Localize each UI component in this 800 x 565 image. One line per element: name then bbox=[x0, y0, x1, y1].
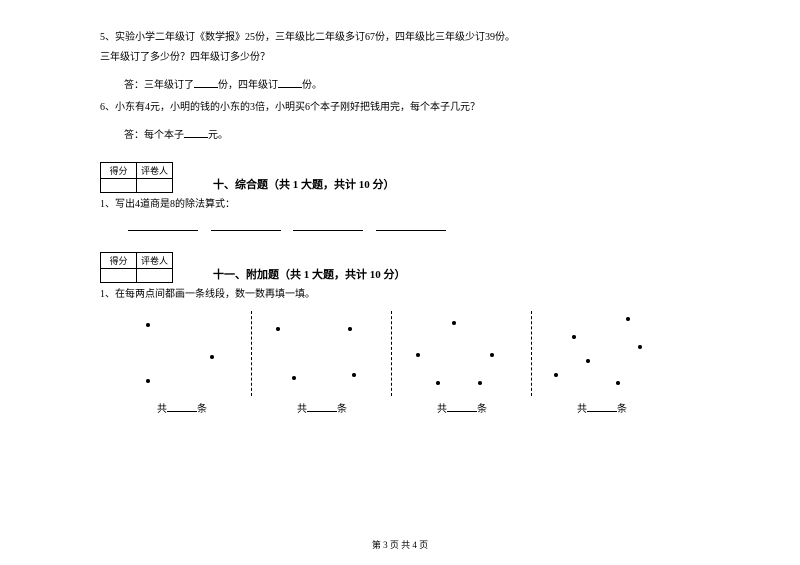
score11-col2: 评卷人 bbox=[137, 253, 173, 269]
dot-icon bbox=[210, 355, 214, 359]
count-prefix: 共 bbox=[297, 404, 307, 415]
dot-icon bbox=[436, 381, 440, 385]
dot-icon bbox=[490, 353, 494, 357]
section10-title: 十、综合题（共 1 大题，共计 10 分） bbox=[213, 177, 395, 194]
score-blank2[interactable] bbox=[137, 179, 173, 193]
count-suffix: 条 bbox=[477, 404, 487, 415]
q6-answer-prefix: 答：每个本子 bbox=[124, 130, 184, 141]
count-cell-1: 共条 bbox=[252, 400, 392, 415]
q5-answer-mid: 份，四年级订 bbox=[218, 80, 278, 91]
count-suffix: 条 bbox=[197, 404, 207, 415]
score11-blank2[interactable] bbox=[137, 269, 173, 283]
dot-icon bbox=[478, 381, 482, 385]
count-blank-0[interactable] bbox=[167, 400, 197, 412]
dot-icon bbox=[416, 353, 420, 357]
dot-icon bbox=[292, 376, 296, 380]
q5-answer-suffix: 份。 bbox=[302, 80, 322, 91]
dots-panel-1[interactable] bbox=[252, 311, 392, 396]
dot-icon bbox=[586, 359, 590, 363]
dot-icon bbox=[146, 379, 150, 383]
count-suffix: 条 bbox=[337, 404, 347, 415]
dot-icon bbox=[452, 321, 456, 325]
count-prefix: 共 bbox=[157, 404, 167, 415]
count-blank-1[interactable] bbox=[307, 400, 337, 412]
score11-blank1[interactable] bbox=[101, 269, 137, 283]
section11-q1: 1、在每两点间都画一条线段，数一数再填一填。 bbox=[100, 287, 700, 303]
section11-header: 得分 评卷人 十一、附加题（共 1 大题，共计 10 分） bbox=[100, 252, 700, 283]
section10-header: 得分 评卷人 十、综合题（共 1 大题，共计 10 分） bbox=[100, 162, 700, 193]
q6-answer-suffix: 元。 bbox=[208, 130, 228, 141]
count-row: 共条共条共条共条 bbox=[112, 400, 700, 415]
score-col1: 得分 bbox=[101, 163, 137, 179]
s10-blank1[interactable] bbox=[128, 219, 198, 231]
page-footer: 第 3 页 共 4 页 bbox=[0, 538, 800, 551]
q5-blank2[interactable] bbox=[278, 76, 302, 88]
score-blank1[interactable] bbox=[101, 179, 137, 193]
count-cell-0: 共条 bbox=[112, 400, 252, 415]
dot-icon bbox=[554, 373, 558, 377]
count-prefix: 共 bbox=[577, 404, 587, 415]
q6-answer: 答：每个本子 元。 bbox=[124, 126, 700, 144]
dot-icon bbox=[572, 335, 576, 339]
q5-answer-prefix: 答：三年级订了 bbox=[124, 80, 194, 91]
dot-icon bbox=[616, 381, 620, 385]
count-cell-3: 共条 bbox=[532, 400, 672, 415]
q5-line2: 三年级订了多少份？四年级订多少份？ bbox=[100, 50, 700, 66]
section11-title: 十一、附加题（共 1 大题，共计 10 分） bbox=[213, 267, 406, 284]
q5-blank1[interactable] bbox=[194, 76, 218, 88]
score-table-10: 得分 评卷人 bbox=[100, 162, 173, 193]
q6-blank[interactable] bbox=[184, 126, 208, 138]
dots-container bbox=[112, 311, 700, 396]
dot-icon bbox=[348, 327, 352, 331]
score11-col1: 得分 bbox=[101, 253, 137, 269]
dots-panel-2[interactable] bbox=[392, 311, 532, 396]
score-col2: 评卷人 bbox=[137, 163, 173, 179]
q5-line1: 5、实验小学二年级订《数学报》25份，三年级比二年级多订67份，四年级比三年级少… bbox=[100, 30, 700, 46]
count-cell-2: 共条 bbox=[392, 400, 532, 415]
dot-icon bbox=[626, 317, 630, 321]
s10-blank2[interactable] bbox=[211, 219, 281, 231]
dots-panel-3[interactable] bbox=[532, 311, 672, 396]
s10-blank4[interactable] bbox=[376, 219, 446, 231]
dot-icon bbox=[352, 373, 356, 377]
dot-icon bbox=[146, 323, 150, 327]
section10-q1: 1、写出4道商是8的除法算式： bbox=[100, 197, 700, 213]
section10-blanks bbox=[128, 219, 700, 234]
dot-icon bbox=[276, 327, 280, 331]
count-prefix: 共 bbox=[437, 404, 447, 415]
q5-answer: 答：三年级订了 份，四年级订 份。 bbox=[124, 76, 700, 94]
q6-line1: 6、小东有4元，小明的钱的小东的3倍，小明买6个本子刚好把钱用完，每个本子几元？ bbox=[100, 100, 700, 116]
score-table-11: 得分 评卷人 bbox=[100, 252, 173, 283]
dot-icon bbox=[638, 345, 642, 349]
s10-blank3[interactable] bbox=[293, 219, 363, 231]
count-blank-2[interactable] bbox=[447, 400, 477, 412]
count-blank-3[interactable] bbox=[587, 400, 617, 412]
dots-panel-0[interactable] bbox=[112, 311, 252, 396]
count-suffix: 条 bbox=[617, 404, 627, 415]
